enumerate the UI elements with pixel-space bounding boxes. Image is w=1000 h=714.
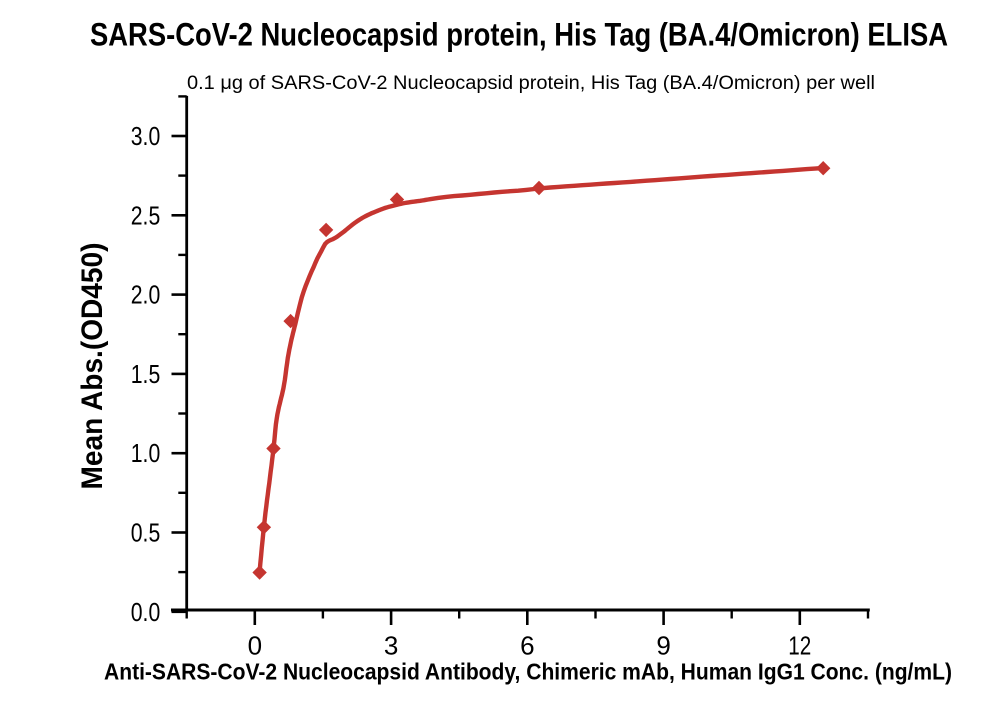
svg-text:12: 12 <box>788 631 811 661</box>
svg-text:0.1 μg of SARS-CoV-2 Nucleocap: 0.1 μg of SARS-CoV-2 Nucleocapsid protei… <box>187 73 875 94</box>
svg-text:2.0: 2.0 <box>131 280 161 310</box>
svg-text:6: 6 <box>520 631 534 661</box>
svg-text:3: 3 <box>384 631 398 661</box>
svg-text:3.0: 3.0 <box>131 121 161 151</box>
svg-text:1.5: 1.5 <box>131 359 161 389</box>
svg-text:Anti-SARS-CoV-2 Nucleocapsid A: Anti-SARS-CoV-2 Nucleocapsid Antibody, C… <box>104 659 952 685</box>
svg-text:SARS-CoV-2 Nucleocapsid protei: SARS-CoV-2 Nucleocapsid protein, His Tag… <box>90 17 948 53</box>
svg-text:0: 0 <box>248 631 262 661</box>
svg-text:Mean Abs.(OD450): Mean Abs.(OD450) <box>76 243 109 490</box>
svg-text:2.5: 2.5 <box>131 200 161 230</box>
svg-text:9: 9 <box>656 631 670 661</box>
svg-text:1.0: 1.0 <box>131 438 161 468</box>
svg-text:0.0: 0.0 <box>131 597 161 627</box>
svg-text:0.5: 0.5 <box>131 518 161 548</box>
